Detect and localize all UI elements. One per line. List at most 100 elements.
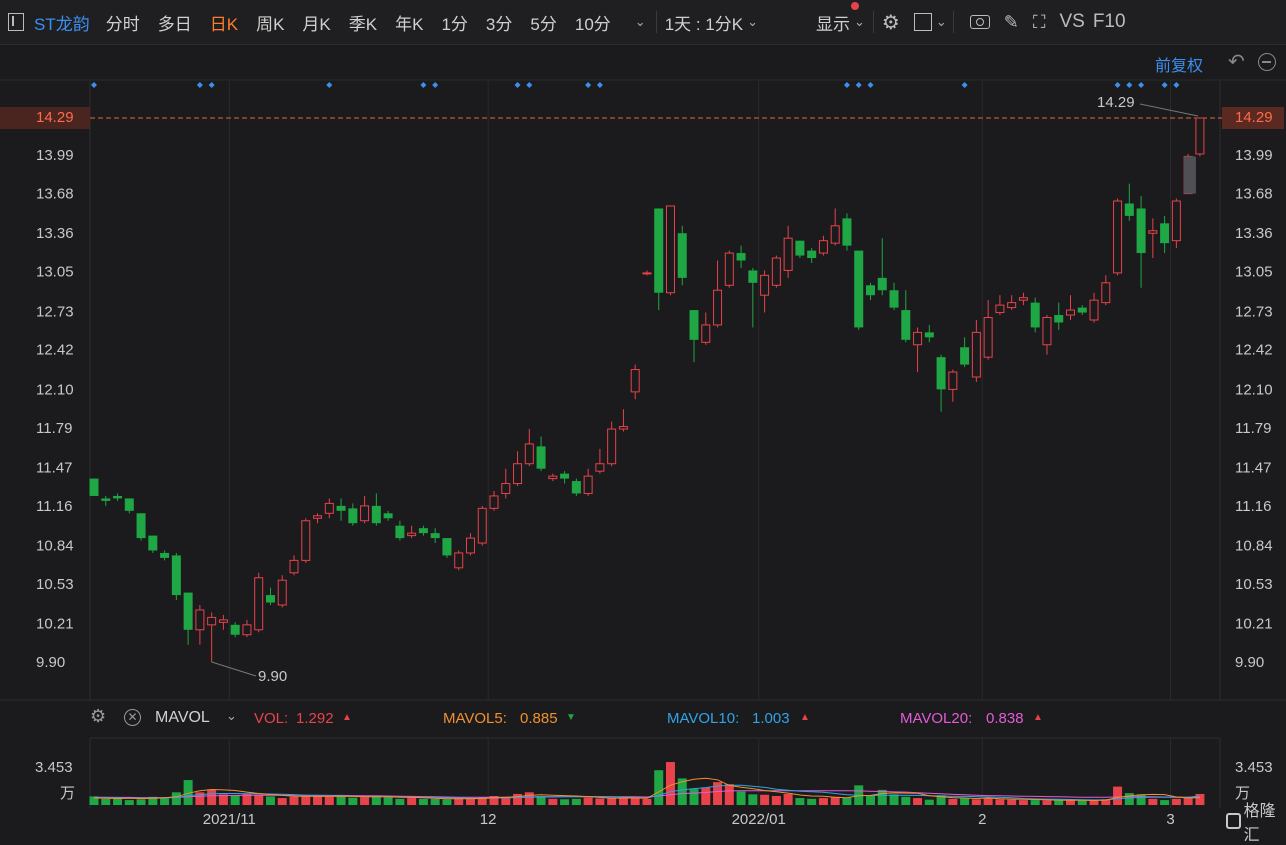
vol-label: VOL: — [254, 710, 289, 727]
indicator-name[interactable]: MAVOL — [155, 709, 210, 726]
candle-body — [360, 505, 370, 522]
event-marker-icon — [208, 82, 215, 88]
undo-icon[interactable]: ↶ — [1228, 51, 1245, 73]
candle-body — [124, 498, 134, 511]
volume-bar — [407, 798, 417, 805]
close-icon[interactable]: ✕ — [124, 709, 141, 726]
chevron-down-icon[interactable]: ⌄ — [935, 14, 947, 29]
candle-body — [654, 208, 664, 293]
volume-bar — [148, 796, 158, 805]
candle-body — [877, 277, 887, 291]
volume-unit-right: 万 — [1235, 785, 1251, 802]
volume-bar — [877, 789, 887, 805]
kline-chart[interactable]: 2021/11 12 2022/01 2 3 13.99 13.99 13.68 13.68 13… — [0, 0, 1286, 827]
price-tick-left: 13.99 — [36, 147, 74, 164]
volume-bar — [230, 795, 240, 805]
chevron-down-icon[interactable]: ⌄ — [747, 14, 759, 29]
candle-body — [183, 592, 193, 630]
x-tick-label: 2022/01 — [732, 811, 786, 827]
tab-period-5[interactable]: 季K — [348, 14, 378, 34]
candle-body — [842, 218, 852, 246]
volume-bar — [1101, 799, 1111, 805]
volume-bar — [124, 800, 134, 805]
tab-period-7[interactable]: 1分 — [441, 14, 468, 34]
volume-bar — [1136, 794, 1146, 805]
tab-period-2[interactable]: 日K — [209, 14, 239, 34]
watermark-text: 格隆汇 — [1243, 803, 1276, 844]
x-tick-label: 3 — [1166, 811, 1174, 827]
volume-bar — [360, 797, 370, 805]
tab-period-9[interactable]: 5分 — [530, 14, 557, 34]
volume-bar — [1042, 800, 1052, 805]
tab-period-1[interactable]: 多日 — [157, 14, 192, 34]
candle-body — [277, 579, 287, 606]
interval-select[interactable]: 1天 : 1分K — [664, 14, 744, 34]
adjust-mode-button[interactable]: 前复权 — [1155, 58, 1204, 75]
volume-bar — [277, 798, 287, 805]
display-menu[interactable]: 显示 — [816, 14, 851, 34]
candle-body — [901, 310, 911, 340]
vs-button[interactable]: VS — [1059, 11, 1085, 32]
f10-button[interactable]: F10 — [1092, 11, 1126, 32]
volume-bar — [642, 798, 652, 805]
indicator-legend: ⚙ ✕ MAVOL ⌄ VOL: 1.292 ▲ MAVOL5: 0.885 ▼… — [0, 706, 1286, 730]
price-tick-right: 13.68 — [1235, 186, 1273, 203]
tab-period-8[interactable]: 3分 — [485, 14, 513, 34]
candle-body — [1089, 299, 1099, 321]
tab-period-0[interactable]: 分时 — [105, 14, 140, 34]
volume-bar — [865, 795, 875, 805]
volume-bar — [1018, 800, 1028, 805]
candle-body — [1007, 302, 1017, 309]
arrow-up-icon: ▲ — [342, 712, 352, 723]
current-price-left: 14.29 — [36, 109, 74, 126]
candle-body — [407, 532, 417, 537]
arrow-down-icon: ▼ — [566, 712, 576, 723]
volume-bar — [524, 792, 534, 805]
volume-bar — [1160, 800, 1170, 805]
volume-bar — [901, 796, 911, 805]
price-tick-right: 11.47 — [1235, 459, 1271, 476]
period-more-icon[interactable]: ⌄ — [634, 14, 646, 29]
candle-body — [748, 270, 758, 283]
candle-body — [513, 463, 523, 485]
volume-bar — [701, 787, 711, 805]
low-marker-label: 9.90 — [258, 668, 288, 685]
chevron-down-icon[interactable]: ⌄ — [226, 708, 237, 723]
candle-body — [148, 535, 158, 551]
price-tick-left: 11.16 — [36, 498, 72, 515]
fullscreen-icon[interactable]: ⛶ — [1032, 11, 1046, 32]
volume-bar — [607, 797, 617, 805]
volume-bar — [818, 798, 828, 805]
tab-period-4[interactable]: 月K — [302, 14, 331, 34]
candle-body — [1148, 230, 1158, 234]
volume-bar — [830, 796, 840, 805]
pencil-icon[interactable]: ✎ — [1003, 11, 1019, 32]
minimize-icon[interactable] — [1258, 53, 1276, 71]
tab-period-6[interactable]: 年K — [395, 14, 424, 34]
chevron-down-icon[interactable]: ⌄ — [854, 14, 865, 29]
volume-bar — [842, 797, 852, 805]
volume-bar — [771, 796, 781, 805]
sidebar-toggle-icon[interactable] — [8, 13, 24, 31]
volume-bar — [242, 793, 252, 805]
volume-bar — [1030, 800, 1040, 805]
candle-body — [995, 304, 1005, 314]
candle-body — [265, 595, 275, 603]
square-icon[interactable] — [913, 13, 932, 31]
volume-bar — [654, 770, 664, 805]
stock-symbol[interactable]: ST龙韵 — [34, 14, 90, 34]
candle-body — [501, 483, 511, 494]
mavol5-line — [93, 777, 1200, 802]
volume-bar — [595, 798, 605, 805]
event-marker-icon — [961, 82, 968, 88]
gear-icon[interactable]: ⚙ — [881, 11, 900, 34]
tab-period-3[interactable]: 周K — [256, 14, 285, 34]
candle-body — [889, 290, 899, 308]
volume-bar — [924, 799, 934, 805]
candle-body — [230, 624, 240, 635]
tab-period-10[interactable]: 10分 — [574, 14, 611, 34]
candle-body — [371, 505, 381, 524]
candle-body — [560, 473, 570, 479]
camera-icon[interactable] — [969, 15, 990, 29]
gear-icon[interactable]: ⚙ — [90, 706, 107, 726]
